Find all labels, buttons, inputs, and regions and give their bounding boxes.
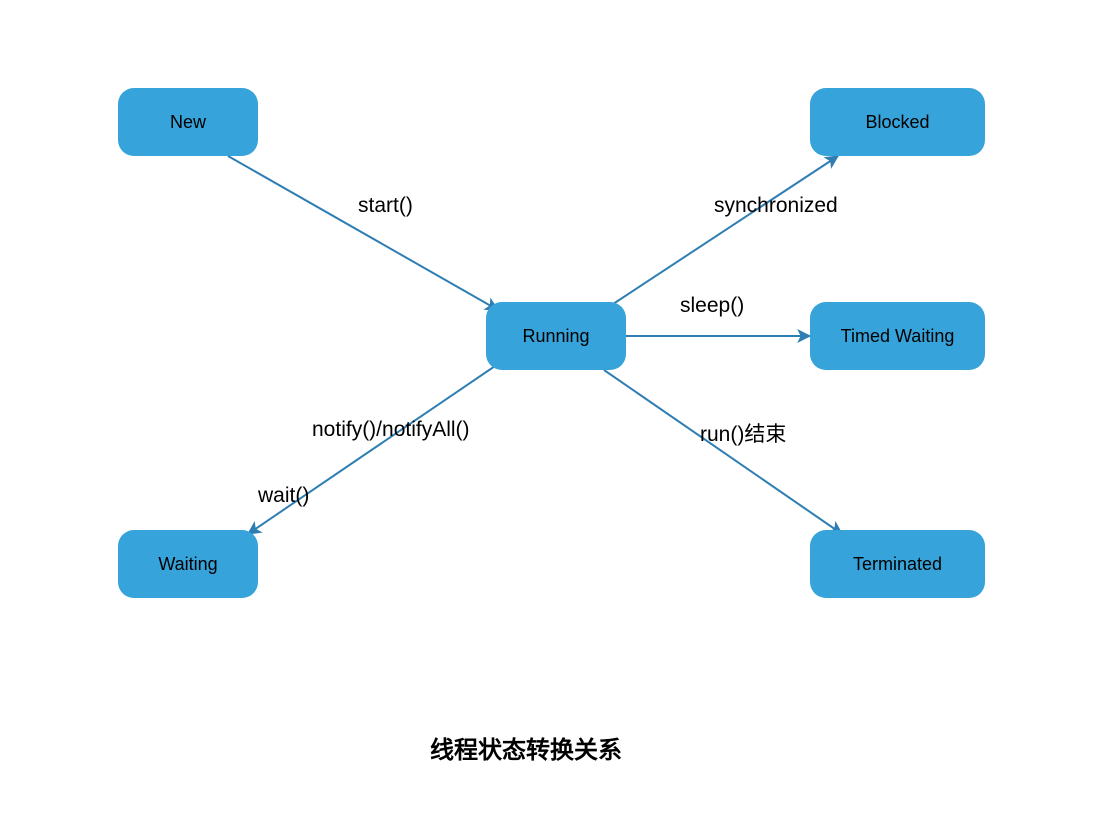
node-label-timed: Timed Waiting bbox=[841, 326, 955, 347]
edge-running-waiting bbox=[248, 364, 498, 534]
node-label-running: Running bbox=[522, 326, 589, 347]
node-label-new: New bbox=[170, 112, 206, 133]
edge-label-running-terminated: run()结束 bbox=[700, 418, 786, 448]
node-timed: Timed Waiting bbox=[810, 302, 985, 370]
edge-label-new-running: start() bbox=[358, 194, 413, 218]
node-new: New bbox=[118, 88, 258, 156]
edge-label-running-timed: sleep() bbox=[680, 294, 744, 318]
node-label-waiting: Waiting bbox=[158, 554, 217, 575]
edge-label-running-waiting: notify()/notifyAll() bbox=[312, 418, 470, 442]
node-blocked: Blocked bbox=[810, 88, 985, 156]
node-running: Running bbox=[486, 302, 626, 370]
node-label-blocked: Blocked bbox=[865, 112, 929, 133]
node-terminated: Terminated bbox=[810, 530, 985, 598]
node-label-terminated: Terminated bbox=[853, 554, 942, 575]
edge-label-waiting-wait: wait() bbox=[258, 484, 309, 508]
diagram-title: 线程状态转换关系 bbox=[430, 730, 622, 765]
edge-label-running-blocked: synchronized bbox=[714, 194, 838, 218]
node-waiting: Waiting bbox=[118, 530, 258, 598]
edge-running-blocked bbox=[610, 156, 838, 306]
edge-running-terminated bbox=[604, 370, 842, 534]
edge-new-running bbox=[228, 156, 498, 310]
